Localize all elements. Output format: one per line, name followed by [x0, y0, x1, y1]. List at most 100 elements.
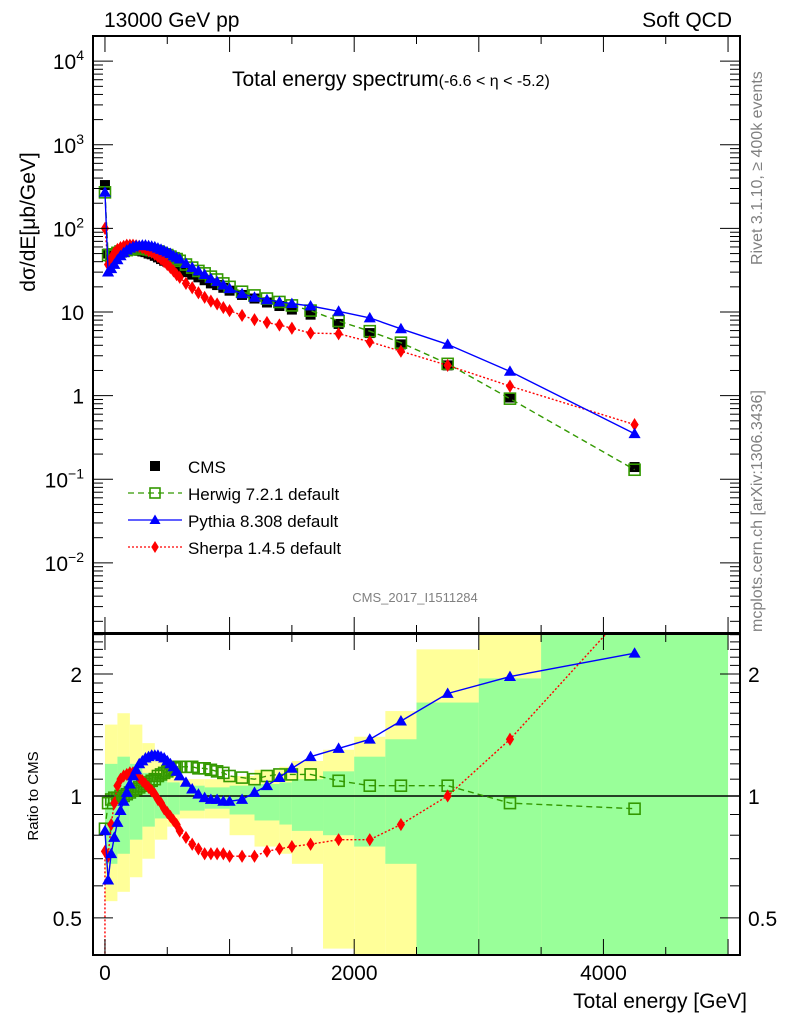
legend-entry-pythia: Pythia 8.308 default: [128, 512, 339, 531]
data-point-cms: [395, 339, 406, 350]
ratio-point-sherpa: [206, 847, 216, 861]
ratio-point-sherpa: [334, 833, 343, 847]
ratio-plot-series: [93, 635, 740, 955]
band-inner: [354, 756, 386, 847]
legend-label: Sherpa 1.4.5 default: [188, 539, 341, 558]
data-point-sherpa: [287, 321, 297, 335]
data-point-sherpa: [275, 318, 284, 332]
y-tick-label: 1: [72, 386, 84, 409]
ratio-point-pythia: [108, 831, 121, 842]
ratio-point-sherpa: [396, 817, 406, 832]
band-inner: [416, 702, 479, 955]
ratio-y-tick-label: 1: [70, 786, 82, 809]
ratio-point-sherpa: [250, 849, 259, 863]
ratio-point-pythia: [102, 874, 115, 885]
ratio-y-tick-label-right: 0.5: [748, 908, 777, 931]
data-point-pythia: [223, 282, 236, 294]
header-category-label: Soft QCD: [642, 9, 732, 32]
data-point-sherpa: [169, 264, 178, 278]
ratio-plot-ylabel: Ratio to CMS: [25, 751, 42, 840]
ratio-point-pythia: [123, 777, 136, 789]
legend-label: CMS: [188, 458, 226, 477]
ratio-point-pythia: [285, 762, 298, 773]
data-point-sherpa: [505, 379, 515, 393]
ratio-point-pythia: [173, 769, 186, 781]
main-plot-ylabel: dσ/dE[μb/GeV]: [17, 152, 40, 291]
data-point-pythia: [192, 264, 205, 276]
ratio-point-sherpa: [225, 849, 234, 863]
data-point-sherpa: [334, 327, 343, 341]
band-inner: [323, 771, 355, 836]
x-tick-label: 0: [99, 962, 111, 985]
y-tick-label-exponent: −2: [68, 549, 84, 565]
ratio-point-pythia: [363, 733, 376, 744]
ratio-point-sherpa: [181, 830, 191, 845]
data-point-pythia: [363, 311, 376, 323]
ratio-point-pythia: [192, 788, 205, 799]
ratio-point-sherpa: [200, 847, 209, 861]
ratio-point-pythia: [332, 742, 345, 753]
ratio-point-herwig: [628, 802, 641, 816]
data-point-sherpa: [166, 260, 175, 275]
ratio-point-pythia: [126, 769, 140, 781]
data-point-pythia: [304, 299, 317, 311]
ratio-point-pythia: [248, 786, 261, 797]
y-tick-label: 102: [53, 214, 84, 241]
data-point-sherpa: [237, 308, 247, 323]
ratio-point-sherpa: [194, 842, 203, 856]
data-point-pythia: [285, 297, 298, 309]
ratio-point-sherpa: [188, 837, 197, 851]
data-point-sherpa: [219, 300, 228, 315]
legend-entry-cms: CMS: [150, 458, 226, 477]
data-point-pythia: [394, 322, 407, 334]
ratio-point-sherpa: [169, 813, 178, 828]
data-point-pythia: [628, 427, 641, 439]
band-inner: [279, 782, 292, 825]
data-point-cms: [504, 392, 515, 403]
data-point-pythia: [173, 253, 186, 264]
data-point-cms: [364, 328, 375, 339]
data-point-sherpa: [194, 286, 203, 300]
ratio-point-pythia: [117, 795, 130, 806]
legend-marker-cms: [150, 461, 160, 471]
legend-entry-herwig: Herwig 7.2.1 default: [128, 485, 339, 504]
ratio-plot-frame: 0.5 0.5 1 1 2 2 0 2000 4000: [53, 633, 777, 985]
ratio-y-tick-label-right: 2: [748, 664, 760, 687]
y-tick-label-exponent: 4: [76, 47, 84, 63]
y-tick-label: 103: [53, 131, 84, 158]
data-point-herwig: [503, 392, 517, 405]
data-point-sherpa: [188, 281, 197, 295]
ratio-point-sherpa: [212, 847, 222, 861]
analysis-id-watermark: CMS_2017_I1511284: [352, 590, 478, 605]
data-point-sherpa: [250, 313, 259, 327]
ratio-point-pythia: [98, 824, 112, 836]
data-point-sherpa: [396, 344, 406, 358]
data-point-pythia: [260, 293, 274, 305]
header-energy-label: 13000 GeV pp: [104, 9, 239, 32]
y-tick-label-base: 1: [72, 386, 84, 409]
y-tick-label-base: 10: [53, 51, 76, 74]
band-inner: [478, 678, 542, 955]
data-point-pythia: [273, 295, 286, 307]
y-tick-label: 10−1: [45, 465, 85, 492]
ratio-point-pythia: [223, 795, 236, 806]
x-tick-label: 4000: [580, 962, 627, 985]
ratio-point-pythia: [260, 779, 274, 791]
data-point-sherpa: [147, 245, 156, 259]
ratio-point-sherpa: [287, 839, 297, 854]
band-inner: [291, 779, 324, 831]
ratio-point-sherpa: [237, 849, 247, 863]
main-plot-title-text: Total energy spectrum: [232, 68, 439, 91]
data-point-pythia: [248, 291, 261, 302]
rivet-version-label: Rivet 3.1.10, ≥ 400k events: [749, 71, 766, 265]
ratio-point-pythia: [179, 776, 193, 787]
ratio-point-pythia: [441, 687, 454, 698]
data-point-sherpa: [212, 297, 222, 311]
ratio-point-sherpa: [505, 732, 515, 746]
ratio-point-pythia: [273, 771, 286, 782]
ratio-plot-xlabel: Total energy [GeV]: [573, 990, 747, 1013]
data-point-sherpa: [206, 294, 216, 308]
ratio-point-pythia: [304, 750, 317, 762]
mcplots-source-label: mcplots.cern.ch [arXiv:1306.3436]: [749, 390, 766, 632]
